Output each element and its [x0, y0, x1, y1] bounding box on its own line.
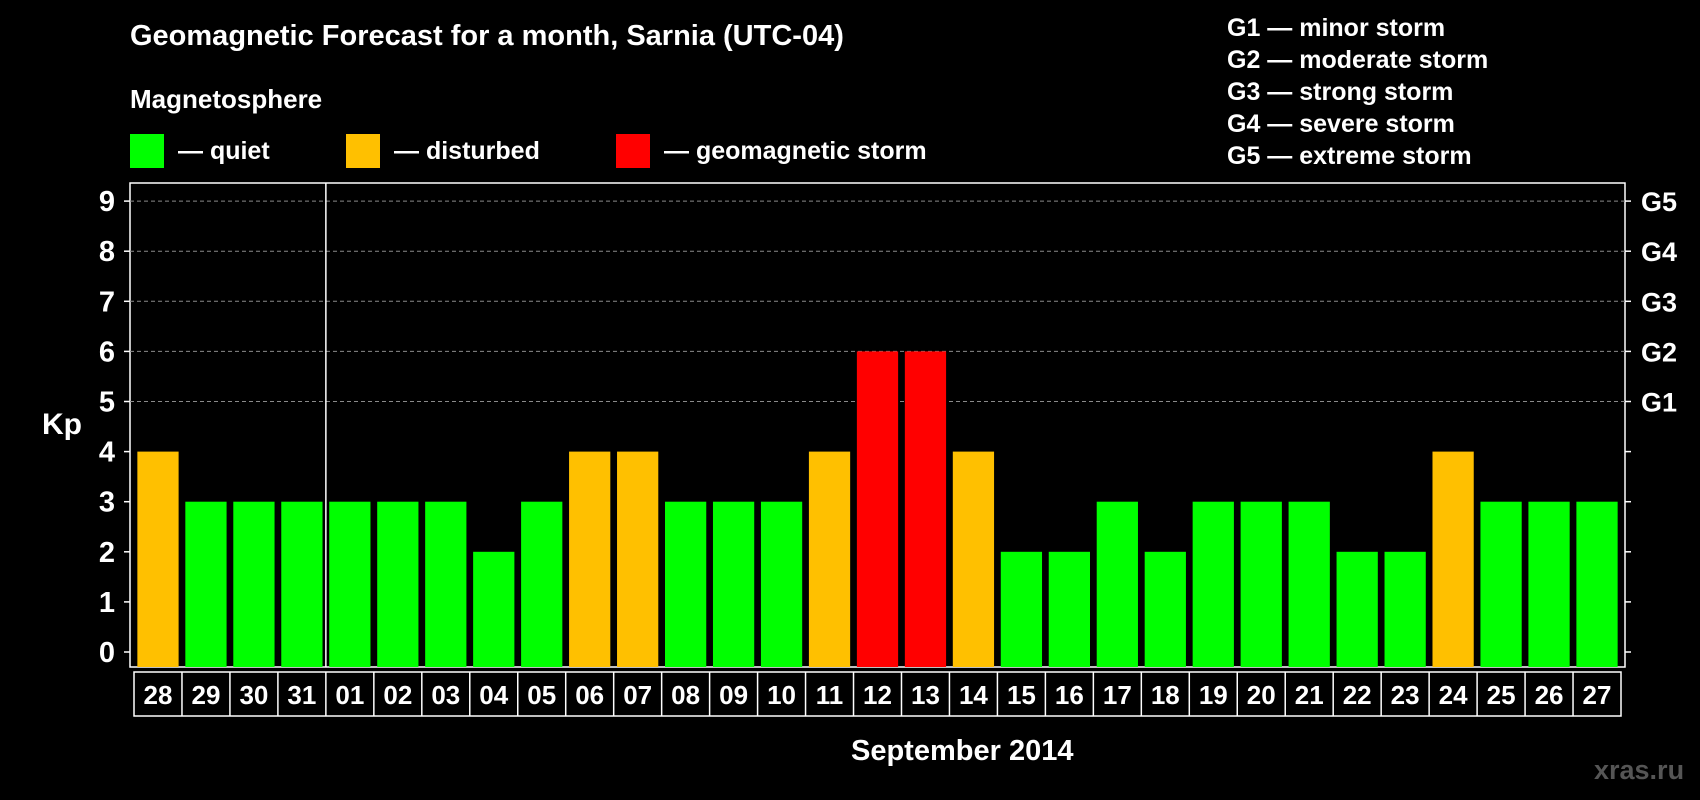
legend-item-storm: — geomagnetic storm — [616, 134, 927, 168]
bar — [1000, 551, 1043, 667]
y-tick-label: 0 — [99, 637, 115, 669]
x-tick-label: 30 — [239, 680, 268, 710]
x-tick-label: 08 — [671, 680, 700, 710]
chart-title: Geomagnetic Forecast for a month, Sarnia… — [130, 20, 844, 52]
storm-level-g1: G1 — minor storm — [1227, 14, 1446, 42]
x-tick-label: 02 — [383, 680, 412, 710]
storm-level-g2: G2 — moderate storm — [1227, 46, 1489, 74]
x-tick-label: 31 — [287, 680, 316, 710]
bar — [137, 451, 179, 667]
x-tick-label: 26 — [1535, 680, 1564, 710]
bar — [760, 501, 803, 667]
bar — [233, 501, 275, 667]
x-tick-label: 07 — [623, 680, 652, 710]
x-tick-label: 11 — [816, 680, 844, 710]
bar — [1336, 551, 1378, 667]
y-tick-label: 1 — [99, 587, 115, 619]
quiet-swatch — [130, 134, 164, 168]
x-tick-label: 09 — [719, 680, 748, 710]
storm-level-legend: G1 — minor storm G2 — moderate storm G3 … — [1227, 12, 1488, 172]
legend-label-disturbed: — disturbed — [394, 136, 540, 165]
legend-heading: Magnetosphere — [130, 84, 323, 114]
x-tick-label: 10 — [767, 680, 796, 710]
bar — [1144, 551, 1186, 667]
x-tick-label: 22 — [1343, 680, 1372, 710]
y-tick-label: 4 — [99, 437, 115, 469]
y-tick-label: 3 — [99, 487, 115, 519]
x-label-strip — [133, 671, 1622, 717]
legend-item-quiet: — quiet — [130, 134, 270, 168]
x-tick-label: 21 — [1295, 680, 1324, 710]
storm-swatch — [616, 134, 650, 168]
bar — [1576, 501, 1618, 667]
bar — [808, 451, 851, 667]
x-tick-label: 01 — [335, 680, 364, 710]
right-axis-label: G2 — [1641, 337, 1677, 367]
bar — [1528, 501, 1570, 667]
x-tick-label: 12 — [863, 680, 892, 710]
y-tick-label: 5 — [99, 387, 115, 419]
storm-level-g4: G4 — severe storm — [1227, 110, 1455, 138]
x-tick-label: 18 — [1151, 680, 1180, 710]
bar — [856, 351, 899, 667]
x-tick-label: 03 — [431, 680, 460, 710]
right-axis-label: G3 — [1641, 287, 1677, 317]
legend-label-quiet: — quiet — [178, 136, 270, 165]
disturbed-swatch — [346, 134, 380, 168]
y-tick-label: 6 — [99, 336, 115, 368]
bar — [329, 501, 371, 667]
y-tick-label: 8 — [99, 236, 115, 268]
bar — [952, 451, 995, 667]
bar — [665, 501, 707, 667]
bar — [473, 551, 515, 667]
x-tick-label: 17 — [1103, 680, 1132, 710]
x-tick-label: 28 — [144, 680, 173, 710]
x-tick-label: 20 — [1247, 680, 1276, 710]
x-tick-label: 05 — [527, 680, 556, 710]
y-tick-label: 2 — [99, 537, 115, 569]
bar — [185, 501, 227, 667]
x-tick-label: 25 — [1487, 680, 1516, 710]
bar — [1432, 451, 1474, 667]
x-tick-label: 19 — [1199, 680, 1228, 710]
x-tick-label: 27 — [1583, 680, 1612, 710]
right-axis-label: G4 — [1641, 237, 1677, 267]
bar — [1240, 501, 1282, 667]
bar — [1048, 551, 1090, 667]
storm-level-g5: G5 — extreme storm — [1227, 142, 1472, 170]
x-tick-label: 24 — [1439, 680, 1468, 710]
y-axis-label: Kp — [42, 408, 82, 441]
legend-label-storm: — geomagnetic storm — [664, 136, 927, 165]
x-tick-label: 14 — [959, 680, 988, 710]
bar — [1288, 501, 1330, 667]
right-axis-label: G1 — [1641, 388, 1677, 418]
bar — [712, 501, 755, 667]
y-tick-label: 7 — [99, 286, 115, 318]
x-tick-label: 13 — [911, 680, 940, 710]
bar — [617, 451, 659, 667]
x-tick-label: 16 — [1055, 680, 1084, 710]
bar — [281, 501, 323, 667]
x-tick-label: 29 — [191, 680, 220, 710]
bar — [904, 351, 947, 667]
watermark: xras.ru — [1594, 755, 1685, 785]
x-axis-label: September 2014 — [851, 735, 1074, 767]
bar — [377, 501, 419, 667]
x-tick-label: 04 — [479, 680, 508, 710]
x-tick-label: 06 — [575, 680, 604, 710]
bar — [569, 451, 611, 667]
x-tick-label: 23 — [1391, 680, 1420, 710]
legend-item-disturbed: — disturbed — [346, 134, 540, 168]
bar — [521, 501, 563, 667]
bar — [425, 501, 467, 667]
storm-level-g3: G3 — strong storm — [1227, 78, 1454, 106]
x-tick-label: 15 — [1007, 680, 1036, 710]
bar — [1384, 551, 1426, 667]
bar — [1096, 501, 1138, 667]
bar — [1480, 501, 1522, 667]
y-tick-label: 9 — [99, 186, 115, 218]
right-axis-label: G5 — [1641, 187, 1677, 217]
bar — [1192, 501, 1234, 667]
